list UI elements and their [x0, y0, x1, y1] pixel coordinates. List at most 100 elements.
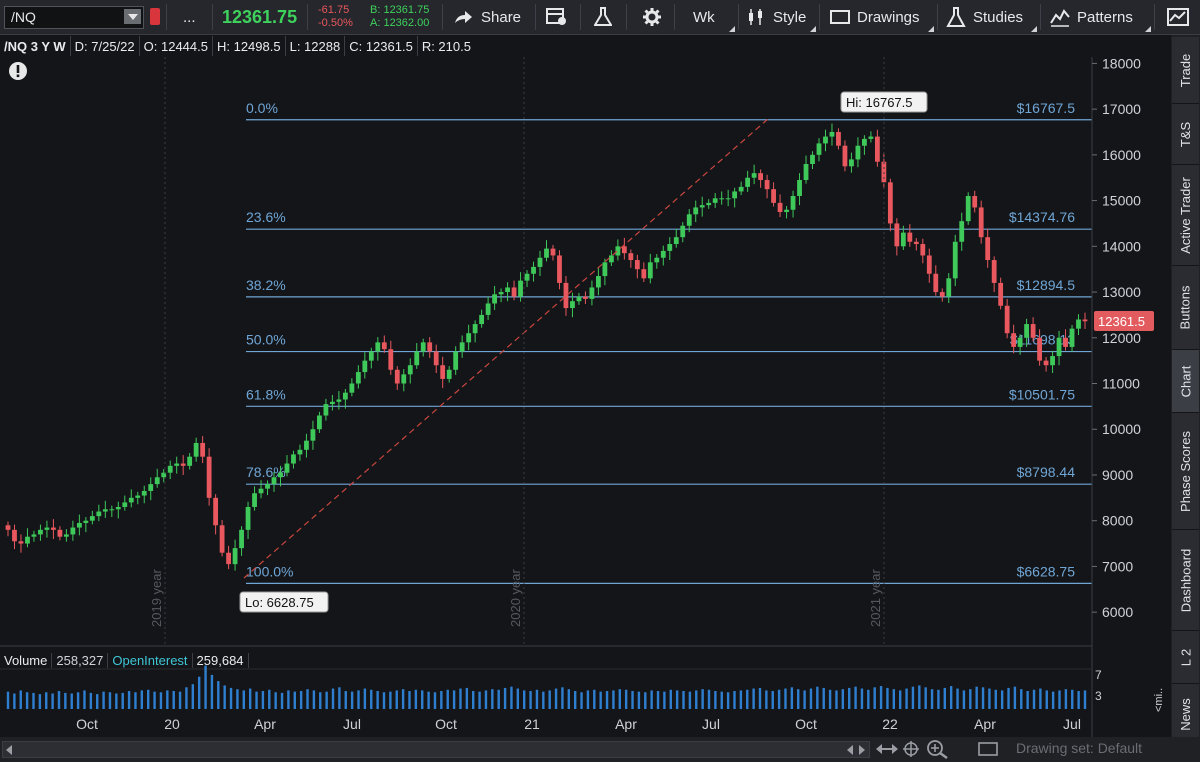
chart-scrollbar[interactable]: [2, 741, 870, 758]
tab-active-trader[interactable]: Active Trader: [1172, 165, 1199, 266]
chevron-down-icon[interactable]: [124, 9, 141, 24]
price-tick-label: 7000: [1102, 558, 1133, 574]
hi-label: Hi: 16767.5: [846, 95, 913, 110]
candle-body: [485, 303, 491, 315]
volume-bar: [822, 687, 825, 709]
drawings-button[interactable]: Drawings: [830, 0, 920, 34]
zoom-fit-icon[interactable]: [874, 740, 900, 758]
candle-body: [758, 173, 764, 181]
volume-bar: [76, 692, 80, 709]
tab-chart[interactable]: Chart: [1172, 350, 1199, 413]
volume-bar: [650, 690, 653, 709]
drawing-set-label[interactable]: Drawing set: Default: [1016, 740, 1143, 756]
tab-trade[interactable]: Trade: [1172, 37, 1199, 104]
candle-body: [498, 292, 504, 295]
price-chart[interactable]: 0.0% $16767.5 23.6% $14374.76 38.2% $12894.5 5…: [0, 57, 1170, 737]
candle-body: [998, 282, 1004, 306]
time-axis[interactable]: Oct 20 Apr Jul Oct 21 Apr Jul Oct 22 Apr Jul: [76, 716, 1081, 732]
price-tick-label: 9000: [1102, 467, 1133, 483]
volume-bar: [236, 689, 239, 709]
candle-body: [407, 365, 413, 375]
volume-bar: [427, 691, 430, 709]
tab-dashboard[interactable]: Dashboard: [1172, 530, 1199, 631]
volume-bar: [949, 686, 953, 709]
chart-type-icon: [1167, 8, 1189, 26]
volume-bar: [1000, 690, 1004, 709]
volume-bar: [140, 690, 144, 709]
lo-label: Lo: 6628.75: [245, 595, 314, 610]
settings-button[interactable]: [642, 0, 662, 34]
flask-button[interactable]: [594, 0, 612, 34]
candle-body: [939, 292, 945, 297]
tab-news[interactable]: News: [1172, 684, 1199, 745]
period-selector[interactable]: Wk: [693, 0, 715, 34]
volume-bar: [637, 691, 641, 709]
info-close: C: 12361.5: [345, 36, 418, 56]
chart-style-button[interactable]: [1167, 0, 1189, 34]
volume-scale-high: 7: [1095, 668, 1102, 682]
grid-button[interactable]: [546, 0, 568, 34]
last-price: 12361.75: [222, 6, 298, 27]
volume-bar: [828, 689, 832, 709]
share-button[interactable]: Share: [453, 0, 521, 34]
scroll-right-icon[interactable]: [859, 745, 865, 755]
fibonacci-retracement[interactable]: 0.0% $16767.5 23.6% $14374.76 38.2% $12894.5 5…: [246, 100, 1092, 585]
symbol-selector[interactable]: /NQ: [4, 6, 144, 29]
candle-body: [557, 255, 562, 283]
volume-bar: [567, 689, 571, 709]
candle-body: [304, 440, 309, 450]
tab-level-2[interactable]: L 2: [1172, 631, 1199, 684]
candle-body: [1056, 337, 1062, 357]
volume-bar: [478, 691, 481, 709]
volume-bar: [777, 689, 781, 709]
candle-body: [1043, 360, 1049, 366]
volume-bar: [57, 691, 61, 709]
scroll-left-icon[interactable]: [6, 745, 12, 755]
scroll-back-icon[interactable]: [847, 745, 853, 755]
zoom-in-icon[interactable]: [926, 739, 950, 759]
candle-body: [12, 529, 17, 542]
price-axis[interactable]: 6000 7000 8000 9000 10000 11000 12000 13000 1400…: [1091, 57, 1141, 737]
time-tick-label: Apr: [615, 716, 637, 732]
candle-body: [187, 456, 193, 466]
volume-bar: [433, 692, 437, 709]
candle-body: [745, 177, 751, 187]
candle-body: [732, 191, 738, 199]
volume-bar: [446, 689, 449, 709]
volume-bar: [472, 691, 475, 709]
candle-body: [141, 490, 147, 496]
candle-body: [991, 260, 997, 283]
candle-body: [537, 257, 543, 267]
volume-value: 258,327: [52, 652, 109, 668]
fib-percent-label: 0.0%: [246, 100, 278, 116]
candle-body: [394, 369, 400, 384]
volume-bar: [586, 690, 590, 709]
trend-line[interactable]: [243, 118, 769, 579]
candles-icon: [749, 9, 762, 25]
style-button[interactable]: Style: [747, 0, 806, 34]
volume-bar: [1032, 689, 1036, 709]
drawing-set-icon[interactable]: [978, 740, 1000, 758]
volume-bar: [548, 690, 551, 709]
candle-body: [57, 529, 63, 537]
year-labels: 2019 year 2020 year 2021 year: [149, 57, 885, 646]
tab-time-and-sales[interactable]: T&S: [1172, 104, 1199, 165]
studies-button[interactable]: Studies: [946, 0, 1023, 34]
alert-icon[interactable]: [9, 62, 27, 80]
volume-bar: [248, 688, 252, 709]
volume-bar: [1007, 687, 1010, 709]
volume-bar: [1064, 689, 1068, 709]
volume-bar: [892, 689, 896, 709]
volume-bar: [841, 689, 845, 709]
crosshair-icon[interactable]: [902, 740, 922, 758]
volume-bar: [911, 686, 915, 709]
candle-body: [472, 324, 478, 334]
tab-phase-scores[interactable]: Phase Scores: [1172, 413, 1199, 530]
volume-bar: [510, 686, 513, 709]
candle-body: [784, 209, 789, 213]
volume-bar: [573, 691, 577, 709]
more-button[interactable]: ...: [183, 0, 196, 34]
volume-bar: [554, 688, 558, 709]
patterns-button[interactable]: Patterns: [1050, 0, 1133, 34]
tab-buttons[interactable]: Buttons: [1172, 266, 1199, 350]
